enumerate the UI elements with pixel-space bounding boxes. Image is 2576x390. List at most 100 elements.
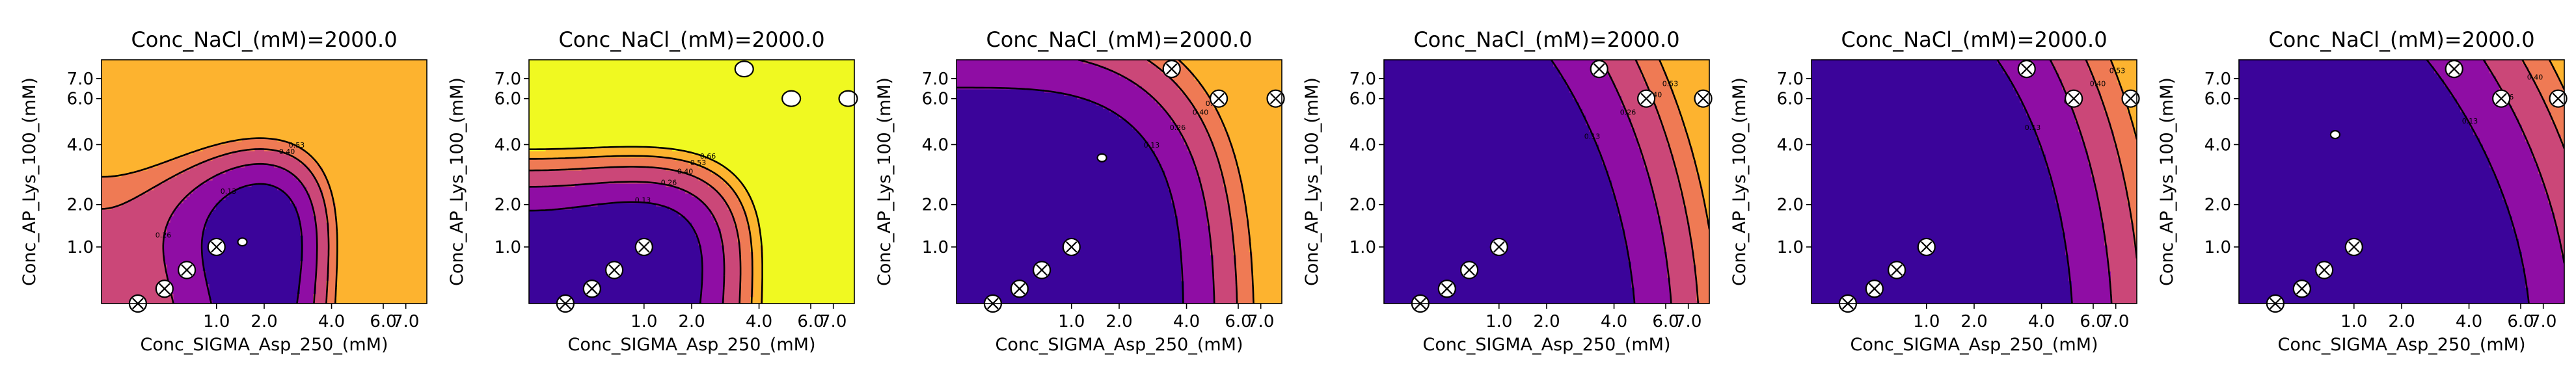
x-tick-label: 1.0 (2340, 312, 2367, 332)
y-tick-label: 6.0 (2204, 90, 2231, 109)
contour-band (2088, 60, 2137, 246)
contour-line (529, 201, 703, 304)
y-tick-label: 4.0 (2204, 135, 2231, 155)
x-tick-label: 2.0 (1960, 312, 1987, 332)
contour-level-label: 0.53 (2109, 66, 2126, 75)
y-tick-label: 6.0 (495, 90, 521, 109)
contour-line (1996, 60, 2073, 304)
y-tick-label: 2.0 (922, 196, 949, 215)
contour-band (1083, 60, 1237, 304)
x-tick-label: 7.0 (2102, 312, 2129, 332)
contour-level-label: 0.26 (156, 231, 172, 239)
panel-title: Conc_NaCl_(mM)=2000.0 (558, 27, 824, 52)
contour-band (1148, 60, 1253, 304)
data-point-x (178, 261, 197, 280)
data-point-o (237, 237, 248, 247)
data-point-o (1096, 153, 1107, 162)
y-tick-label: 7.0 (495, 70, 521, 89)
contour-fill (2239, 60, 2564, 304)
data-point-x (2065, 89, 2083, 108)
x-tick-label: 7.0 (1247, 312, 1274, 332)
contour-band (102, 138, 336, 304)
y-tick-label: 4.0 (67, 135, 94, 155)
y-tick-label: 1.0 (495, 238, 521, 257)
y-axis-label: Conc_AP_Lys_100_(mM) (2157, 77, 2177, 286)
panel-3: 0.130.260.400.531.02.04.06.07.01.02.04.0… (874, 27, 1285, 355)
data-point-x (1888, 261, 1906, 280)
contour-level-label: 0.40 (2527, 73, 2543, 81)
panel-title: Conc_NaCl_(mM)=2000.0 (131, 27, 397, 52)
contour-fill (102, 60, 427, 304)
contour-level-label: 0.26 (661, 178, 677, 187)
contour-fill (1811, 60, 2137, 304)
contour-band (956, 60, 1214, 304)
contour-band (102, 60, 427, 304)
contour-band (1553, 60, 1671, 304)
contour-band (2486, 60, 2564, 255)
contour-band (202, 183, 304, 304)
contour-level-label: 0.53 (690, 159, 707, 167)
contour-band (2428, 60, 2564, 304)
contour-band (1811, 60, 2072, 304)
data-point-x (155, 280, 174, 298)
contour-band (529, 203, 702, 304)
y-tick-label: 4.0 (922, 135, 949, 155)
y-axis-label: Conc_AP_Lys_100_(mM) (447, 77, 467, 286)
contour-level-label: 0.13 (1144, 141, 1160, 150)
panel-5: 0.130.260.400.531.02.04.06.07.01.02.04.0… (1729, 27, 2140, 355)
contour-band (529, 60, 854, 304)
y-tick-label: 4.0 (1349, 135, 1376, 155)
data-point-x (1637, 89, 1656, 108)
contour-line (1659, 60, 1709, 230)
data-point-x (2121, 89, 2140, 108)
contour-level-label: 0.53 (1662, 80, 1679, 88)
y-tick-label: 1.0 (922, 238, 949, 257)
contour-line (102, 137, 338, 304)
x-tick-label: 6.0 (2080, 312, 2106, 332)
y-tick-label: 2.0 (1349, 196, 1376, 215)
panel-6: 0.130.260.401.02.04.06.07.01.02.04.06.07… (2157, 27, 2568, 355)
contour-level-label: 0.40 (279, 148, 295, 156)
data-point-x (582, 280, 601, 298)
data-point-x (1917, 237, 1936, 257)
contour-level-label: 0.26 (1620, 108, 1636, 116)
data-point-x (1010, 280, 1029, 298)
x-tick-label: 6.0 (1652, 312, 1679, 332)
y-tick-label: 6.0 (1777, 90, 1804, 109)
contour-line (1551, 60, 1636, 304)
contour-line (102, 148, 330, 304)
panel-title: Conc_NaCl_(mM)=2000.0 (986, 27, 1252, 52)
data-point-o (838, 90, 858, 107)
contour-band (956, 89, 1185, 304)
y-axis-label: Conc_AP_Lys_100_(mM) (1729, 77, 1750, 286)
contour-line (2548, 60, 2564, 90)
data-point-o (781, 90, 802, 107)
contour-line (200, 183, 303, 304)
data-point-x (207, 237, 226, 257)
x-tick-label: 4.0 (746, 312, 772, 332)
data-point-x (1162, 60, 1181, 79)
y-tick-label: 2.0 (1777, 196, 1804, 215)
x-tick-label: 2.0 (678, 312, 705, 332)
y-tick-label: 6.0 (922, 90, 949, 109)
contour-line (2085, 60, 2137, 259)
contour-band (2551, 60, 2564, 86)
x-tick-label: 1.0 (630, 312, 657, 332)
contour-line (2521, 60, 2564, 149)
data-point-o (734, 60, 754, 78)
data-point-x (1033, 261, 1051, 280)
x-tick-label: 7.0 (2530, 312, 2556, 332)
contour-band (529, 183, 725, 304)
x-tick-label: 2.0 (2388, 312, 2415, 332)
x-tick-label: 4.0 (2028, 312, 2055, 332)
contour-fill (956, 60, 1282, 304)
panel-4: 0.130.260.400.531.02.04.06.07.01.02.04.0… (1302, 27, 1713, 355)
x-axis-label: Conc_SIGMA_Asp_250_(mM) (568, 335, 816, 355)
data-point-x (2492, 89, 2511, 108)
y-axis-label: Conc_AP_Lys_100_(mM) (874, 77, 895, 286)
contour-band (1638, 60, 1709, 304)
contour-lines: 0.13 0.26 0.400.53 (102, 137, 338, 304)
x-tick-label: 4.0 (1173, 312, 1200, 332)
y-tick-label: 1.0 (1777, 238, 1804, 257)
